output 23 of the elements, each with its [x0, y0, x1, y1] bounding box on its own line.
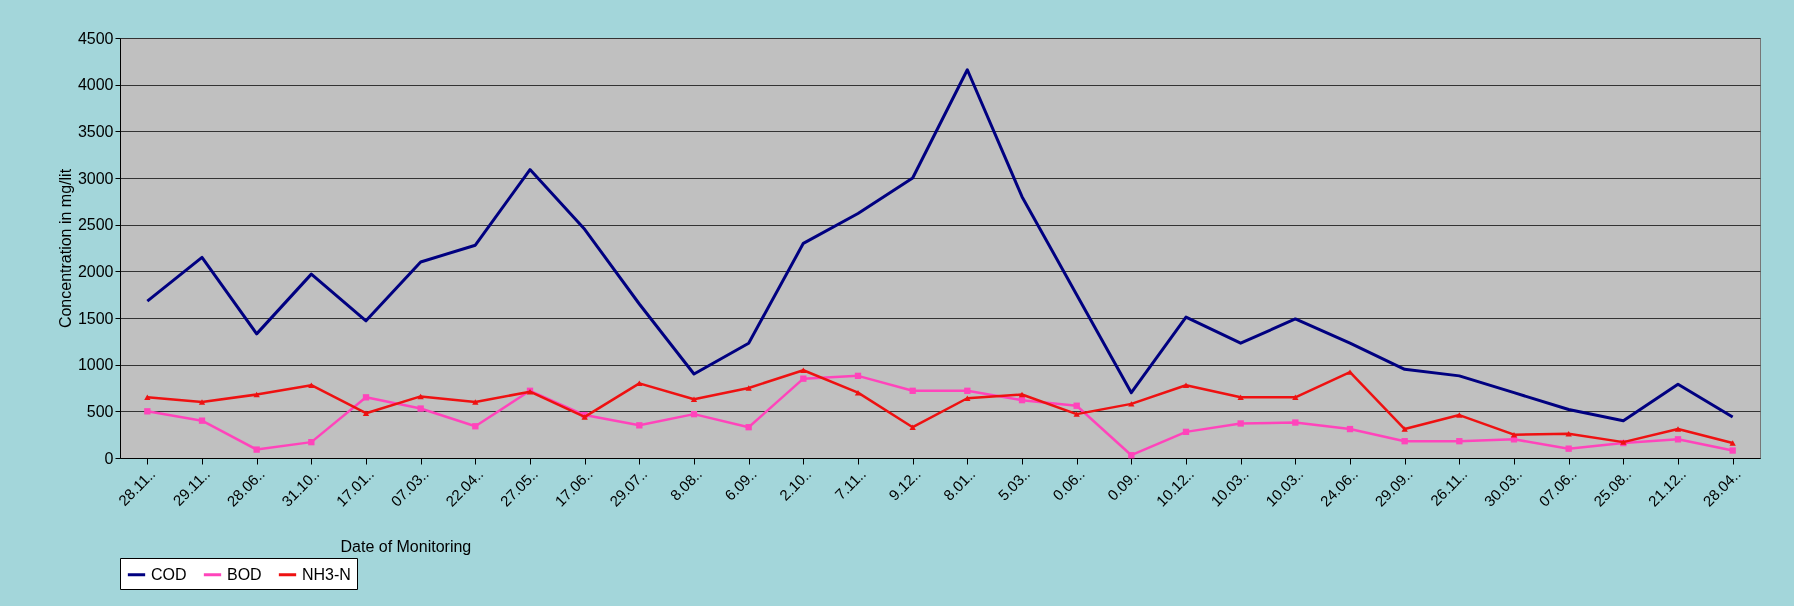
y-tick-label: 2000 [77, 262, 114, 280]
x-tick-label: 6.09.. [721, 465, 760, 504]
x-tick-label: 8.08.. [666, 465, 706, 504]
legend-label: COD [151, 565, 187, 583]
x-tick-label: 9.12.. [885, 465, 924, 504]
x-tick-label: 0.09.. [1103, 465, 1143, 504]
legend-label: NH3-N [302, 565, 351, 583]
y-tick-label: 500 [86, 402, 114, 420]
x-tick-label: 5.03.. [994, 465, 1034, 504]
x-tick-label: 7.11.. [831, 465, 870, 503]
x-tick-label: 8.01.. [939, 465, 979, 504]
legend-label: BOD [227, 565, 262, 583]
y-tick-label: 1500 [77, 309, 114, 327]
y-tick-label: 2500 [77, 216, 114, 234]
y-axis-title: Concentration in mg/lit [56, 168, 74, 329]
y-tick-label: 4500 [77, 29, 114, 47]
y-tick-label: 3000 [77, 169, 114, 187]
x-axis-title: Date of Monitoring [340, 537, 472, 555]
x-tick-label: 0.06.. [1049, 465, 1088, 504]
y-tick-label: 3500 [77, 122, 114, 140]
y-tick-label: 1000 [77, 356, 114, 374]
y-tick-label: 4000 [77, 76, 114, 94]
y-tick-label: 0 [104, 449, 114, 467]
